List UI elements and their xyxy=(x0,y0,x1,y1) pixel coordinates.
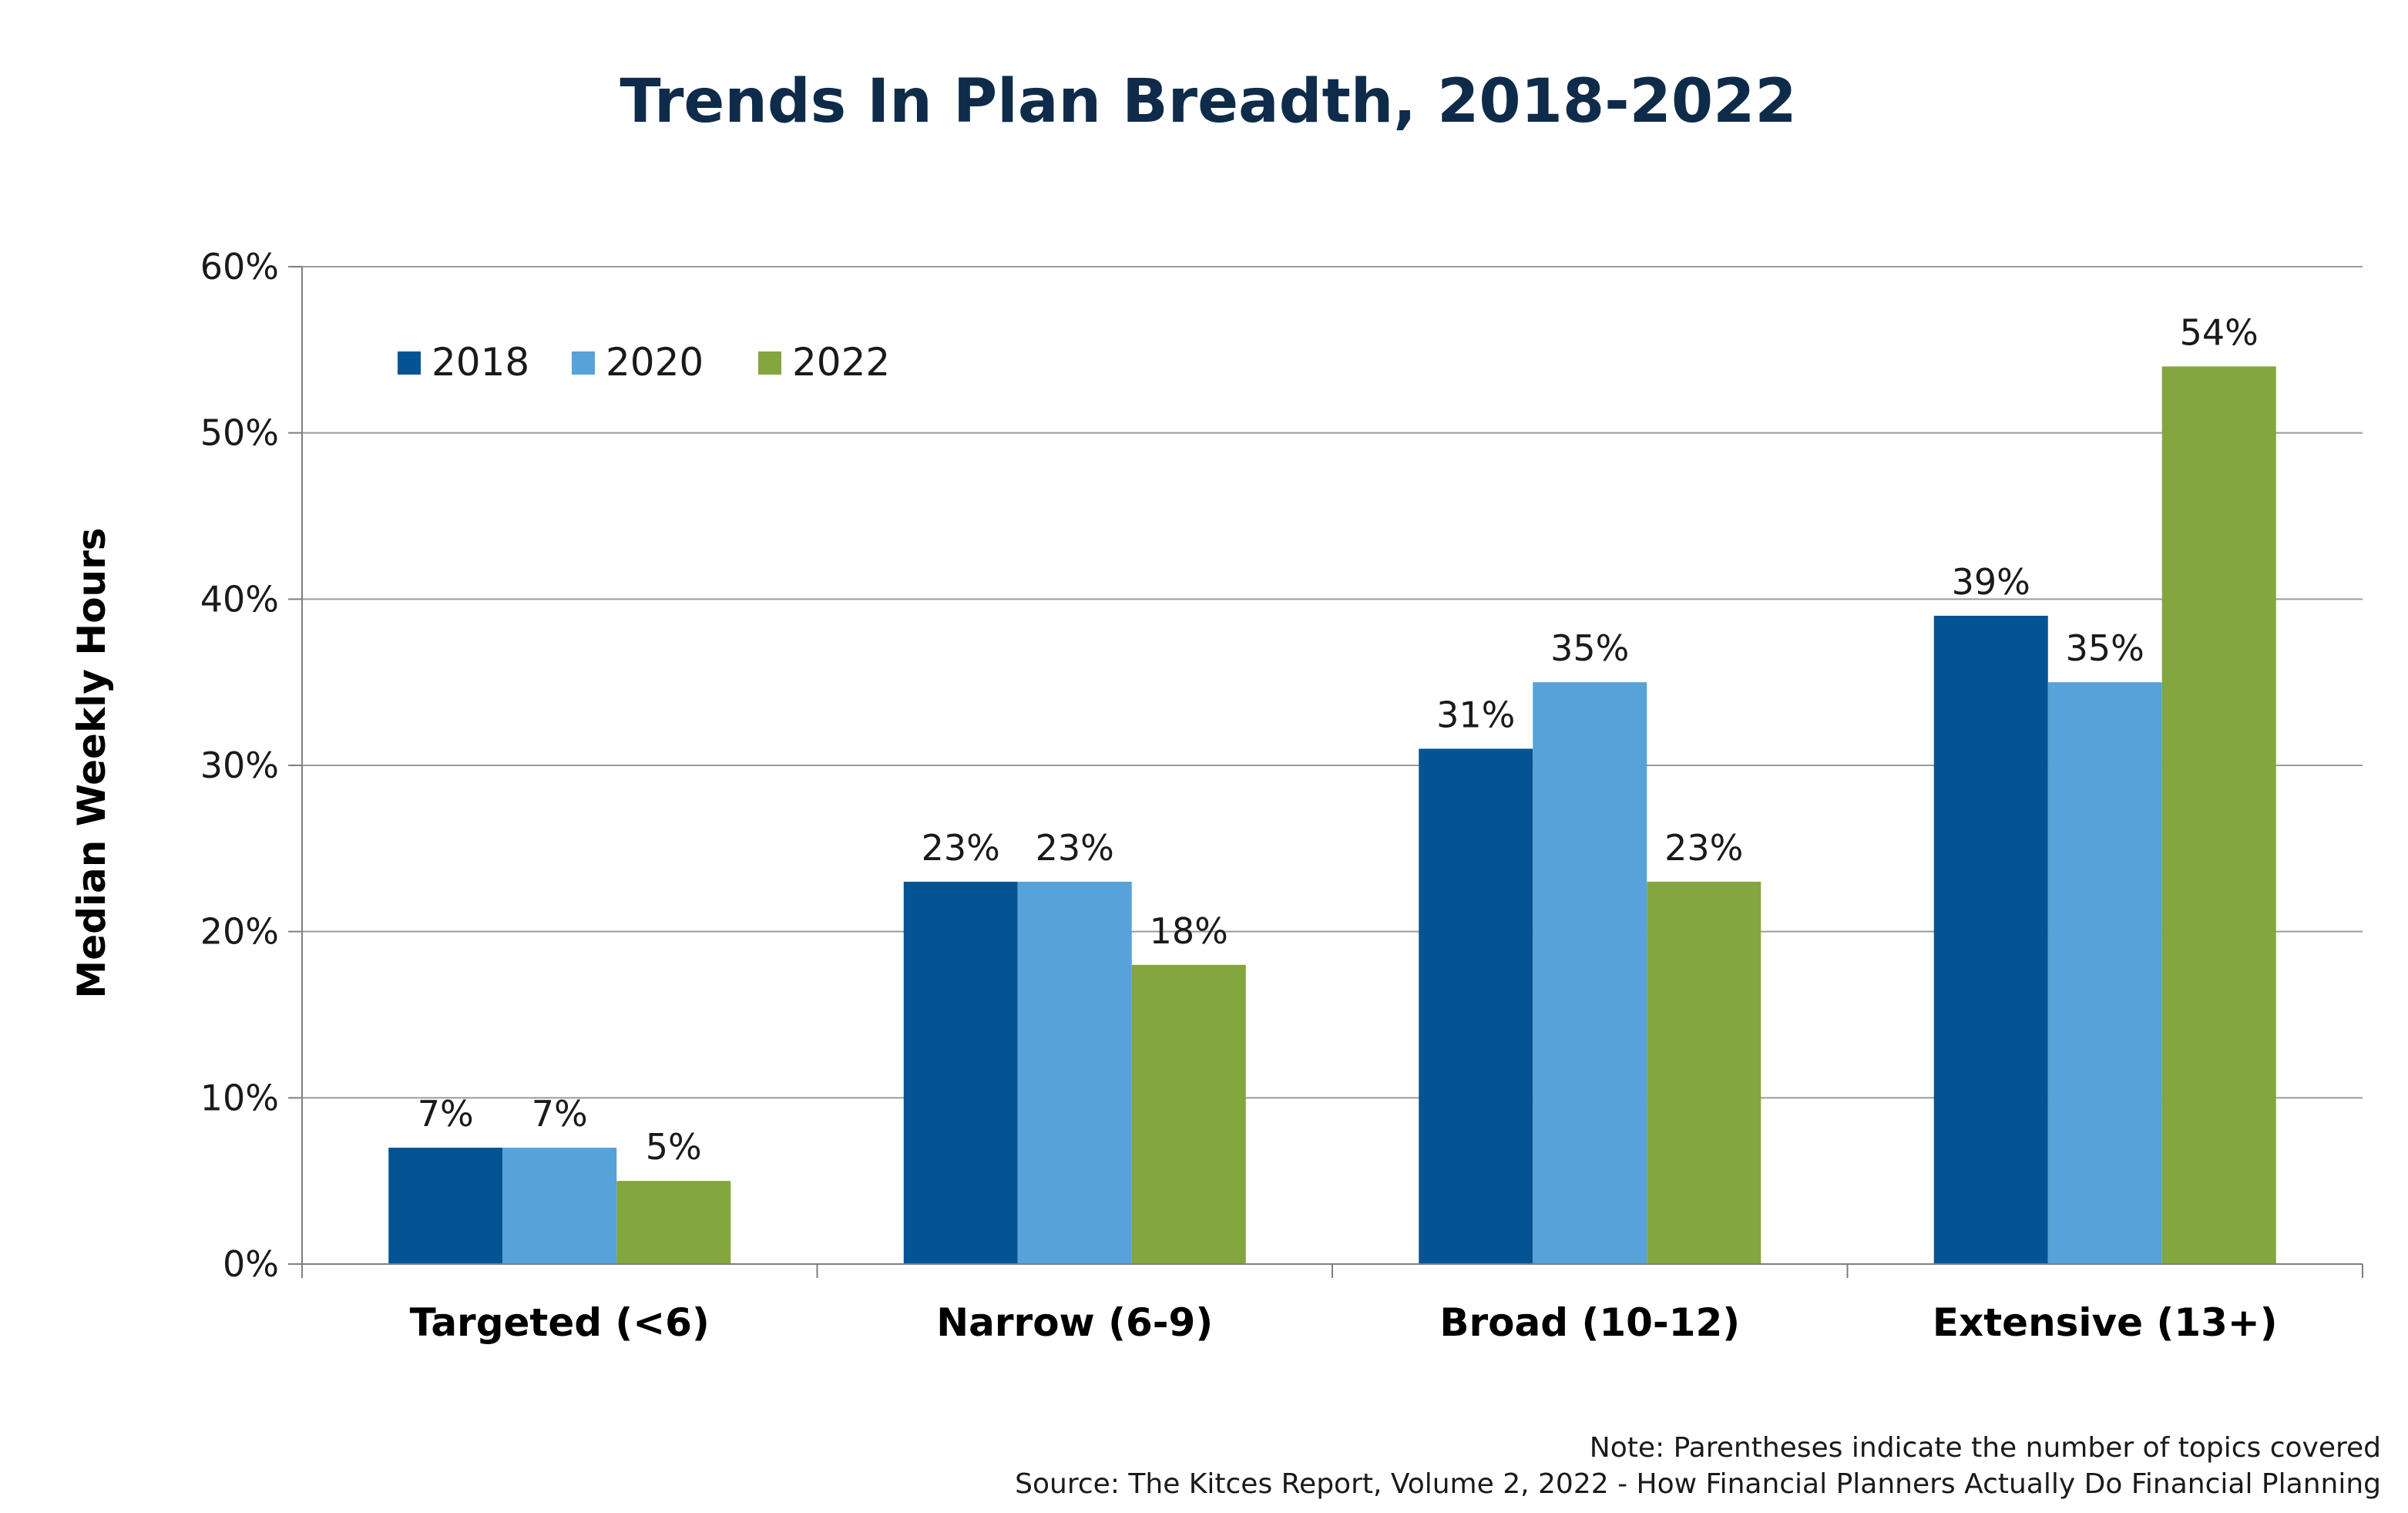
y-tick-label: 0% xyxy=(223,1243,279,1285)
data-label: 54% xyxy=(2180,311,2259,353)
data-label: 7% xyxy=(532,1093,588,1135)
chart-title: Trends In Plan Breadth, 2018-2022 xyxy=(620,67,1796,136)
bars xyxy=(388,366,2276,1264)
data-label: 23% xyxy=(1036,827,1114,869)
category-label: Extensive (13+) xyxy=(1933,1300,2278,1345)
data-label: 23% xyxy=(1664,827,1743,869)
bar xyxy=(616,1181,731,1264)
y-tick-label: 60% xyxy=(200,246,279,287)
data-label: 5% xyxy=(646,1126,702,1168)
y-tick-label: 20% xyxy=(200,911,279,953)
source-text: Source: The Kitces Report, Volume 2, 202… xyxy=(1015,1468,2381,1500)
bar xyxy=(2161,366,2276,1264)
bar xyxy=(903,881,1018,1264)
bar xyxy=(1419,748,1533,1264)
legend-swatch xyxy=(398,351,421,375)
data-label: 23% xyxy=(922,827,1000,869)
y-tick-label: 30% xyxy=(200,745,279,786)
bar xyxy=(1933,615,2048,1264)
data-label: 39% xyxy=(1952,561,2030,603)
data-label: 31% xyxy=(1436,694,1515,735)
category-label: Targeted (<6) xyxy=(410,1300,710,1345)
bar xyxy=(502,1148,617,1264)
bar xyxy=(1131,964,1246,1264)
axes xyxy=(288,266,2363,1278)
y-tick-label: 50% xyxy=(200,412,279,454)
data-label: 18% xyxy=(1150,910,1228,952)
bar xyxy=(2047,682,2162,1264)
legend-label: 2018 xyxy=(432,340,529,385)
bar xyxy=(1533,682,1647,1264)
y-tick-label: 10% xyxy=(200,1077,279,1118)
legend: 2018 2020 2022 xyxy=(398,340,890,385)
legend-swatch xyxy=(758,351,781,375)
legend-label: 2022 xyxy=(792,340,890,385)
data-label: 35% xyxy=(1550,627,1629,669)
legend-label: 2020 xyxy=(606,340,704,385)
data-labels: 7% 7% 5% 23% 23% 18% 31% 35% 23% 39% 35% 54% xyxy=(418,311,2259,1168)
bar xyxy=(1017,881,1132,1264)
y-tick-label: 40% xyxy=(200,578,279,620)
bar xyxy=(388,1148,503,1264)
data-label: 7% xyxy=(418,1093,474,1135)
category-label: Narrow (6-9) xyxy=(936,1300,1213,1345)
data-label: 35% xyxy=(2066,627,2144,669)
legend-swatch xyxy=(572,351,595,375)
category-label: Broad (10-12) xyxy=(1439,1300,1740,1345)
note-text: Note: Parentheses indicate the number of… xyxy=(1590,1432,2381,1464)
y-axis-title: Median Weekly Hours xyxy=(69,527,114,998)
tick-labels: 0% 10% 20% 30% 40% 50% 60% xyxy=(200,246,279,1285)
category-labels: Targeted (<6) Narrow (6-9) Broad (10-12) Ex… xyxy=(410,1300,2278,1345)
bar xyxy=(1647,881,1762,1264)
